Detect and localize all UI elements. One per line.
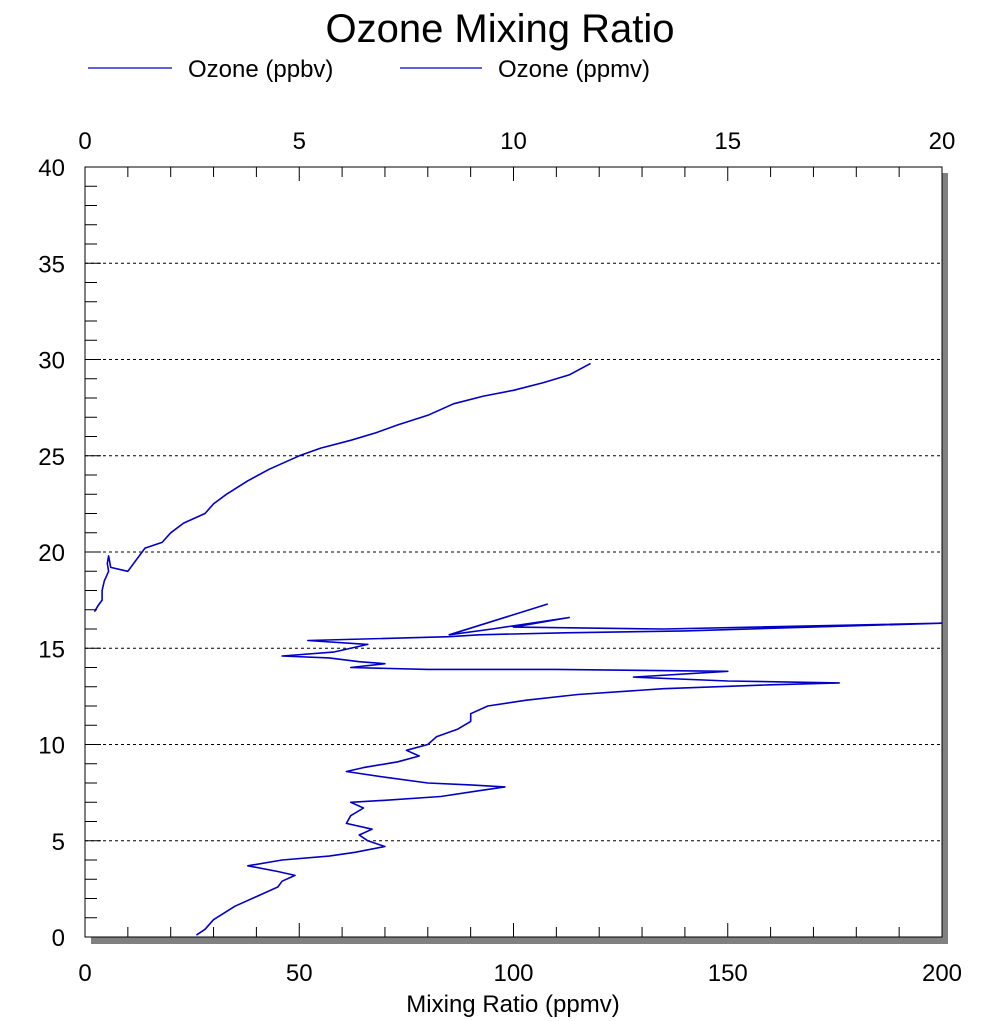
series-line-ppmv xyxy=(93,362,591,613)
y-tick-label: 35 xyxy=(38,251,65,278)
plot-shadow-bottom xyxy=(91,937,948,944)
series-lines xyxy=(93,362,943,936)
top-x-tick-label: 20 xyxy=(929,128,956,155)
gridlines xyxy=(85,262,942,842)
x-tick-label: 200 xyxy=(922,960,962,987)
x-tick-label: 50 xyxy=(286,960,313,987)
y-tick-label: 10 xyxy=(38,733,65,760)
top-x-tick-label: 10 xyxy=(500,128,527,155)
y-tick-label: 0 xyxy=(52,925,65,952)
tick-labels: 0 5 10 15 20 25 30 35 40 0 50 100 150 200 0 5 10 15 20 xyxy=(38,128,962,987)
y-tick-label: 5 xyxy=(52,829,65,856)
y-tick-label: 40 xyxy=(38,155,65,182)
top-x-tick-label: 5 xyxy=(293,128,306,155)
top-x-tick-label: 15 xyxy=(714,128,741,155)
x-axis-label: Mixing Ratio (ppmv) xyxy=(406,991,619,1018)
legend: Ozone (ppbv) Ozone (ppmv) xyxy=(88,56,650,83)
series-line-ppbv xyxy=(195,603,943,936)
top-x-tick-label: 0 xyxy=(78,128,91,155)
y-tick-label: 25 xyxy=(38,444,65,471)
y-tick-label: 15 xyxy=(38,636,65,663)
y-tick-label: 30 xyxy=(38,348,65,375)
y-tick-label: 20 xyxy=(38,540,65,567)
chart-title: Ozone Mixing Ratio xyxy=(325,7,674,51)
plot-shadow-right xyxy=(942,173,948,944)
x-tick-label: 150 xyxy=(708,960,748,987)
x-tick-label: 0 xyxy=(78,960,91,987)
legend-label-ppbv: Ozone (ppbv) xyxy=(188,56,333,83)
legend-label-ppmv: Ozone (ppmv) xyxy=(498,56,650,83)
x-tick-label: 100 xyxy=(493,960,533,987)
axis-ticks xyxy=(84,166,943,938)
